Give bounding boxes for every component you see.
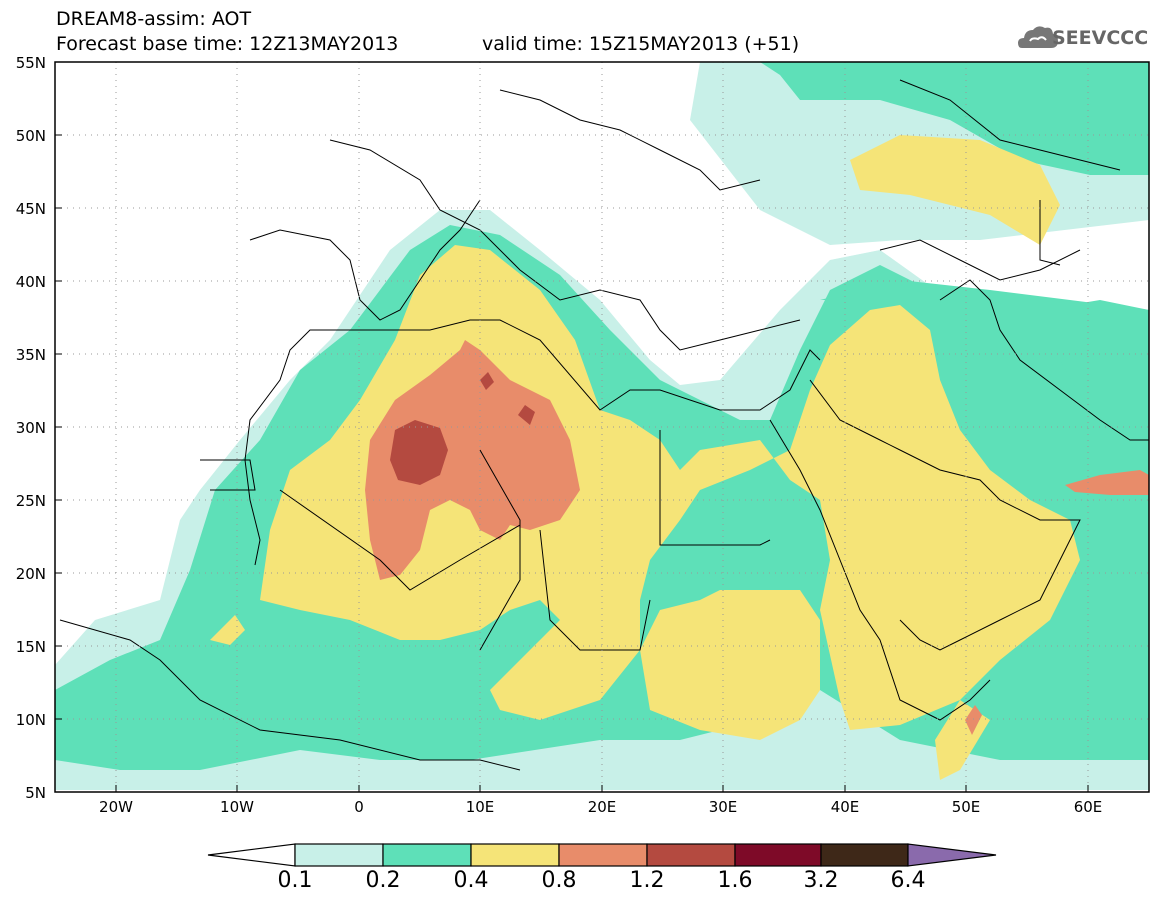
valid-time: valid time: 15Z15MAY2013 (+51) [482, 33, 800, 55]
colorbar-label: 1.6 [717, 868, 753, 893]
colorbar-cell-0.8 [558, 843, 648, 867]
colorbar-label: 0.2 [365, 868, 401, 893]
lat-labels: 55N 50N 45N 40N 35N 30N 25N 20N 15N 10N … [16, 54, 46, 802]
colorbar [207, 843, 997, 867]
colorbar-label: 1.2 [629, 868, 665, 893]
lon-label: 50E [952, 798, 981, 816]
colorbar-cell-below [207, 843, 296, 867]
colorbar-label: 0.8 [541, 868, 577, 893]
map-title: DREAM8-assim: AOT [56, 8, 252, 30]
colorbar-label: 0.1 [277, 868, 313, 893]
forecast-base-time: Forecast base time: 12Z13MAY2013 [56, 33, 399, 55]
colorbar-label: 3.2 [803, 868, 839, 893]
lat-label: 40N [16, 273, 46, 291]
logo-text: SEEVCCC [1052, 27, 1149, 49]
lon-label: 20E [588, 798, 617, 816]
lon-label: 30E [709, 798, 738, 816]
colorbar-cell-0.1 [294, 843, 384, 867]
aot-band-0.4-west [210, 615, 245, 645]
aot-band-0.8-horn [965, 705, 982, 735]
colorbar-label: 0.4 [453, 868, 489, 893]
colorbar-cell-1.2 [646, 843, 736, 867]
aot-band-0.8-arabia [1065, 470, 1149, 495]
aot-band-1.2-c [480, 372, 494, 390]
lat-label: 20N [16, 565, 46, 583]
tick-marks [55, 134, 1089, 792]
aot-band-0.8 [365, 340, 580, 580]
aot-band-1.2 [390, 420, 448, 485]
aot-band-0.4-ukraine [850, 135, 1060, 245]
lat-label: 15N [16, 638, 46, 656]
lat-label: 50N [16, 127, 46, 145]
lon-label: 40E [831, 798, 860, 816]
colorbar-cell-above [907, 843, 997, 867]
lon-label: 10E [466, 798, 495, 816]
cloud-icon [1018, 26, 1058, 48]
lon-label: 60E [1074, 798, 1103, 816]
aot-band-1.2-b [518, 405, 535, 425]
lat-label: 5N [25, 784, 46, 802]
colorbar-cell-0.4 [470, 843, 560, 867]
lon-label: 10W [220, 798, 254, 816]
lon-label: 0 [354, 798, 364, 816]
lat-label: 10N [16, 711, 46, 729]
lat-label: 30N [16, 419, 46, 437]
lon-label: 20W [99, 798, 133, 816]
lat-label: 55N [16, 54, 46, 72]
aot-band-0.2-caspian [820, 280, 1149, 430]
aot-contours [55, 62, 1149, 790]
coastlines [59, 79, 1149, 771]
lat-label: 35N [16, 346, 46, 364]
lon-labels: 20W 10W 0 10E 20E 30E 40E 50E 60E [99, 798, 1102, 816]
map-grid [55, 62, 1149, 792]
colorbar-cell-1.6 [734, 843, 822, 867]
lat-label: 45N [16, 200, 46, 218]
colorbar-cell-3.2 [820, 843, 909, 867]
lat-label: 25N [16, 492, 46, 510]
colorbar-label: 6.4 [890, 868, 926, 893]
aot-band-0.2-north [760, 62, 1149, 175]
colorbar-cell-0.2 [382, 843, 472, 867]
